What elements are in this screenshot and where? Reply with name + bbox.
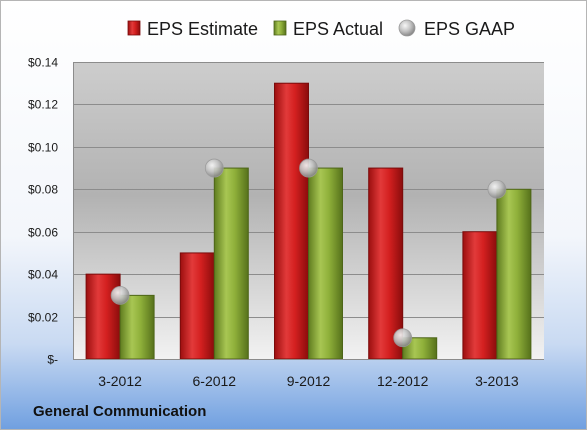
- legend-eps-gaap: EPS GAAP: [398, 19, 515, 39]
- legend-eps-actual: EPS Actual: [273, 19, 383, 39]
- eps-gaap-marker: [110, 285, 130, 305]
- eps-estimate-bar: [179, 252, 215, 360]
- eps-estimate-bar: [368, 167, 404, 360]
- legend-label: EPS Estimate: [147, 19, 258, 39]
- eps-actual-bar: [308, 167, 343, 360]
- legend: EPS Estimate EPS Actual EPS GAAP: [127, 19, 515, 39]
- y-tick-label: $0.06: [28, 226, 58, 240]
- eps-estimate-bar: [85, 273, 121, 360]
- y-tick-label: $0.08: [28, 183, 58, 197]
- legend-swatch: [127, 20, 141, 36]
- legend-label: EPS GAAP: [424, 19, 515, 39]
- y-tick-label: $0.02: [28, 311, 58, 325]
- y-axis: $- $0.02 $0.04 $0.06 $0.08 $0.10 $0.12 $0.14: [28, 56, 74, 367]
- legend-swatch: [398, 19, 416, 37]
- x-tick-label: 6-2012: [193, 373, 237, 389]
- x-tick-label: 3-2012: [98, 373, 142, 389]
- eps-actual-bar: [119, 294, 155, 360]
- y-tick-label: $0.10: [28, 141, 58, 155]
- x-tick-label: 9-2012: [287, 373, 331, 389]
- gaap-markers: [110, 158, 507, 348]
- eps-estimate-bar: [274, 82, 309, 360]
- x-axis: 3-2012 6-2012 9-2012 12-2012 3-2013: [73, 359, 544, 389]
- y-tick-label: $0.14: [28, 56, 58, 70]
- y-tick-label: $-: [47, 353, 58, 367]
- eps-gaap-marker: [299, 158, 318, 178]
- x-tick-label: 12-2012: [377, 373, 429, 389]
- x-tick-label: 3-2013: [475, 373, 519, 389]
- eps-actual-bar: [496, 188, 532, 360]
- legend-swatch: [273, 20, 287, 36]
- eps-actual-bar: [213, 167, 249, 360]
- bars: [85, 82, 532, 360]
- company-name: General Communication: [33, 403, 206, 420]
- eps-estimate-bar: [462, 231, 498, 360]
- legend-eps-estimate: EPS Estimate: [127, 19, 258, 39]
- eps-gaap-marker: [204, 158, 224, 178]
- y-tick-label: $0.04: [28, 268, 58, 282]
- legend-label: EPS Actual: [293, 19, 383, 39]
- eps-gaap-marker: [487, 179, 507, 199]
- y-tick-label: $0.12: [28, 98, 58, 112]
- eps-gaap-marker: [393, 328, 413, 348]
